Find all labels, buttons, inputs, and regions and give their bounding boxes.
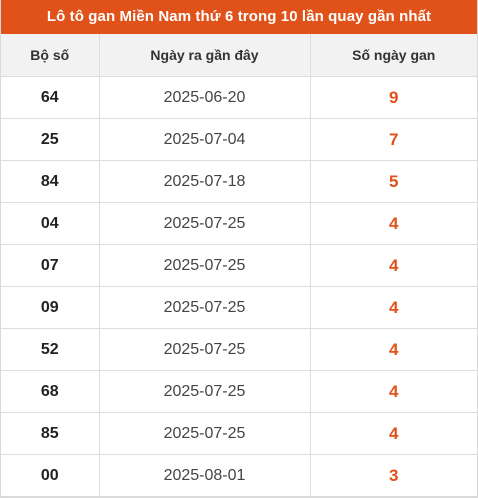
- column-header-days: Số ngày gan: [310, 34, 477, 77]
- last-appearance-date: 2025-07-18: [99, 160, 311, 203]
- table-row: 85 2025-07-25 4: [1, 412, 477, 455]
- lottery-number: 64: [1, 76, 100, 119]
- last-appearance-date: 2025-07-25: [99, 370, 311, 413]
- table-header-row: Bộ số Ngày ra gần đây Số ngày gan: [1, 34, 477, 77]
- table-row: 64 2025-06-20 9: [1, 76, 477, 119]
- table-row: 25 2025-07-04 7: [1, 118, 477, 161]
- last-appearance-date: 2025-07-04: [99, 118, 311, 161]
- last-appearance-date: 2025-07-25: [99, 328, 311, 371]
- days-absent: 5: [310, 160, 477, 203]
- last-appearance-date: 2025-07-25: [99, 202, 311, 245]
- days-absent: 7: [310, 118, 477, 161]
- last-appearance-date: 2025-07-25: [99, 286, 311, 329]
- lottery-number: 09: [1, 286, 100, 329]
- lottery-number: 85: [1, 412, 100, 455]
- table-title: Lô tô gan Miền Nam thứ 6 trong 10 lần qu…: [1, 0, 477, 34]
- lottery-number: 25: [1, 118, 100, 161]
- column-header-date: Ngày ra gần đây: [99, 34, 311, 77]
- column-header-number: Bộ số: [1, 34, 100, 77]
- table-row: 00 2025-08-01 3: [1, 454, 477, 497]
- table-row: 68 2025-07-25 4: [1, 370, 477, 413]
- lottery-number: 00: [1, 454, 100, 497]
- days-absent: 4: [310, 202, 477, 245]
- lottery-number: 84: [1, 160, 100, 203]
- days-absent: 4: [310, 244, 477, 287]
- lottery-number: 52: [1, 328, 100, 371]
- table-row: 04 2025-07-25 4: [1, 202, 477, 245]
- days-absent: 4: [310, 328, 477, 371]
- lo-gan-table: Bộ số Ngày ra gần đây Số ngày gan 64 202…: [1, 34, 477, 497]
- table-row: 52 2025-07-25 4: [1, 328, 477, 371]
- last-appearance-date: 2025-06-20: [99, 76, 311, 119]
- lottery-number: 68: [1, 370, 100, 413]
- days-absent: 4: [310, 286, 477, 329]
- days-absent: 4: [310, 370, 477, 413]
- days-absent: 4: [310, 412, 477, 455]
- last-appearance-date: 2025-08-01: [99, 454, 311, 497]
- last-appearance-date: 2025-07-25: [99, 244, 311, 287]
- lottery-number: 04: [1, 202, 100, 245]
- lottery-number: 07: [1, 244, 100, 287]
- days-absent: 3: [310, 454, 477, 497]
- table-row: 09 2025-07-25 4: [1, 286, 477, 329]
- table-row: 07 2025-07-25 4: [1, 244, 477, 287]
- days-absent: 9: [310, 76, 477, 119]
- table-row: 84 2025-07-18 5: [1, 160, 477, 203]
- last-appearance-date: 2025-07-25: [99, 412, 311, 455]
